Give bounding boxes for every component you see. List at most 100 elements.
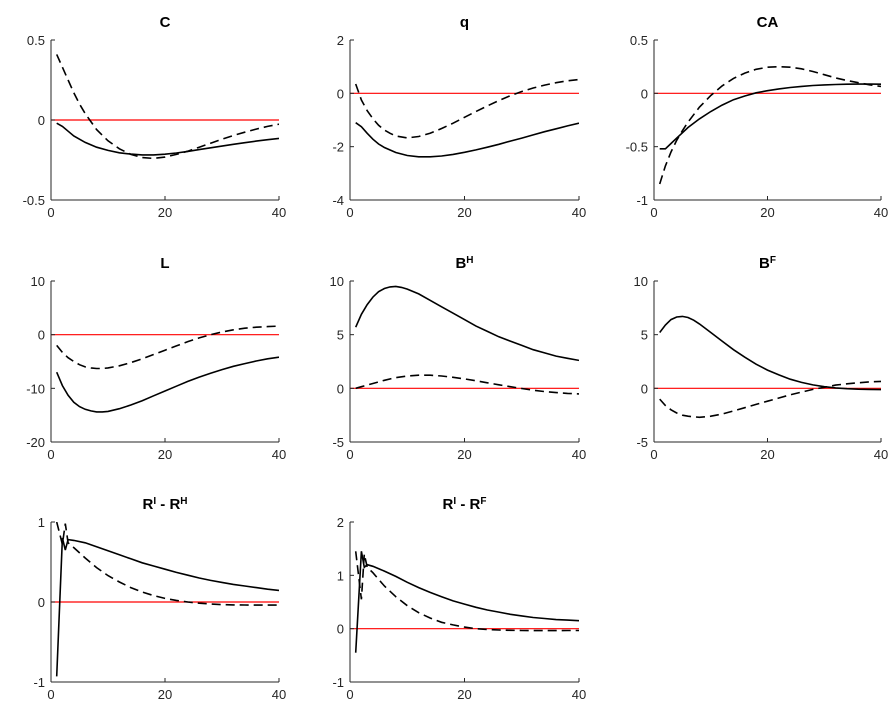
title-superscript: I	[153, 496, 156, 507]
y-tick-label: -1	[332, 675, 344, 690]
y-tick-label: 2	[337, 515, 344, 530]
x-tick-label: 40	[572, 205, 586, 220]
title-text: q	[460, 14, 469, 31]
chart-panel-4: 0 20 40 -20 -10 0 10 L	[26, 255, 286, 462]
title-text: L	[160, 255, 169, 272]
y-tick-label: 0	[337, 86, 344, 101]
chart-panel-3: 0 20 40 -1 -0.5 0 0.5 CA	[626, 14, 889, 220]
x-tick-label: 0	[346, 447, 353, 462]
x-tick-label: 20	[457, 687, 471, 702]
y-tick-label: 5	[337, 328, 344, 343]
series-line-dashed	[658, 65, 881, 185]
series-line-dashed	[355, 374, 579, 395]
panel-title: RI - RH	[142, 496, 187, 514]
x-tick-label: 40	[874, 205, 888, 220]
x-tick-label: 40	[272, 447, 286, 462]
x-tick-label: 0	[346, 687, 353, 702]
x-tick-label: 0	[346, 205, 353, 220]
series-line-dashed	[659, 380, 881, 419]
y-tick-label: -5	[332, 435, 344, 450]
x-tick-label: 40	[272, 687, 286, 702]
y-tick-label: -5	[636, 435, 648, 450]
title-text: R	[142, 496, 153, 513]
series-line-solid	[355, 122, 579, 158]
panel-title: BH	[455, 255, 473, 273]
series-line-solid	[55, 356, 279, 413]
x-tick-label: 40	[572, 687, 586, 702]
y-tick-label: -1	[33, 675, 45, 690]
series-line-solid	[56, 122, 279, 156]
title-superscript: I	[453, 496, 456, 507]
panel-title: CA	[757, 14, 779, 31]
title-text: C	[160, 14, 171, 31]
panel-title: C	[160, 14, 171, 31]
y-tick-label: 0	[337, 381, 344, 396]
chart-panel-2: 0 20 40 -4 -2 0 2 q	[332, 14, 586, 220]
y-tick-label: -20	[26, 435, 45, 450]
y-tick-label: 0.5	[27, 33, 45, 48]
series-line-dashed	[56, 325, 279, 370]
x-tick-label: 40	[874, 447, 888, 462]
title-superscript: F	[480, 496, 486, 507]
x-tick-label: 0	[47, 447, 54, 462]
x-tick-label: 0	[47, 687, 54, 702]
y-tick-label: 10	[634, 274, 648, 289]
title-text: CA	[757, 14, 779, 31]
y-tick-label: 10	[31, 274, 45, 289]
y-tick-label: -2	[332, 140, 344, 155]
x-tick-label: 20	[760, 205, 774, 220]
series-line-solid	[354, 285, 579, 362]
series-line-solid	[354, 551, 579, 653]
x-tick-label: 20	[158, 447, 172, 462]
title-superscript: H	[466, 255, 473, 266]
y-tick-label: -0.5	[23, 193, 45, 208]
y-tick-label: 0	[337, 622, 344, 637]
y-tick-label: 0	[641, 381, 648, 396]
y-tick-label: 0.5	[630, 33, 648, 48]
y-tick-label: -4	[332, 193, 344, 208]
y-tick-label: 0	[38, 595, 45, 610]
series-line-solid	[659, 315, 881, 391]
y-tick-label: 10	[330, 274, 344, 289]
title-superscript: F	[770, 255, 776, 266]
y-tick-label: 0	[38, 328, 45, 343]
chart-panel-1: 0 20 40-0.500.5C	[23, 14, 287, 220]
title-text: - R	[456, 496, 480, 513]
y-tick-label: 1	[38, 515, 45, 530]
panel-title: L	[160, 255, 169, 272]
x-tick-label: 20	[760, 447, 774, 462]
y-tick-label: 0	[38, 113, 45, 128]
series-line-dashed	[55, 522, 279, 606]
x-tick-label: 0	[650, 447, 657, 462]
title-text: - R	[156, 496, 180, 513]
y-tick-label: 2	[337, 33, 344, 48]
title-text: R	[443, 496, 454, 513]
x-tick-label: 20	[457, 205, 471, 220]
title-text: B	[455, 255, 466, 272]
series-line-dashed	[354, 551, 579, 632]
y-tick-label: -10	[26, 381, 45, 396]
series-line-dashed	[354, 78, 579, 139]
x-tick-label: 0	[47, 205, 54, 220]
x-tick-label: 40	[572, 447, 586, 462]
y-tick-label: 1	[337, 568, 344, 583]
series-line-solid	[659, 83, 881, 150]
y-tick-label: 0	[641, 86, 648, 101]
title-superscript: H	[180, 496, 187, 507]
title-text: B	[759, 255, 770, 272]
y-tick-label: -1	[636, 193, 648, 208]
y-tick-label: 5	[641, 328, 648, 343]
panel-title: BF	[759, 255, 776, 273]
x-tick-label: 20	[158, 205, 172, 220]
panel-title: q	[460, 14, 469, 31]
panel-title: RI - RF	[443, 496, 487, 514]
series-line-dashed	[55, 54, 279, 160]
x-tick-label: 20	[158, 687, 172, 702]
x-tick-label: 20	[457, 447, 471, 462]
y-tick-label: -0.5	[626, 140, 648, 155]
